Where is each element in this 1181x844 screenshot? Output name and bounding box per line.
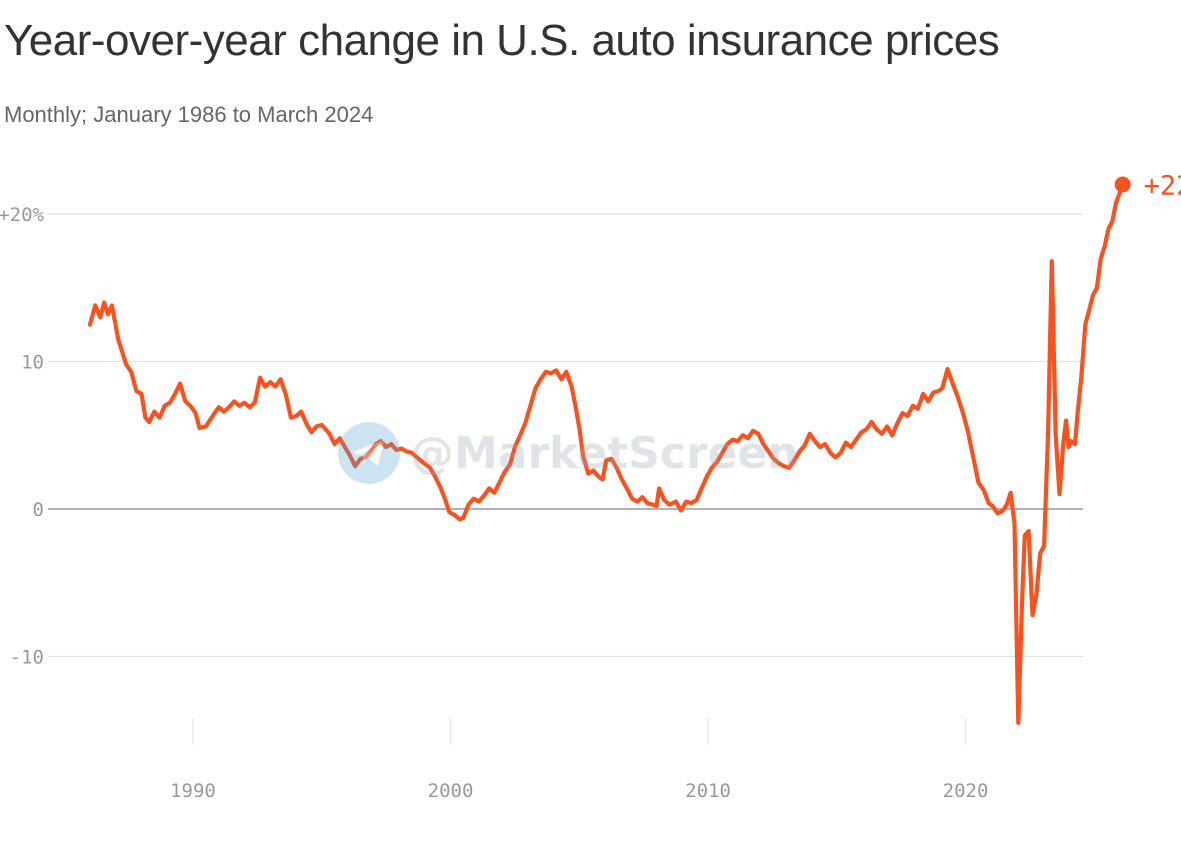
series-line-1 xyxy=(87,259,1078,725)
y-tick-label: -10 xyxy=(10,647,44,669)
x-tick-label: 2010 xyxy=(685,780,731,802)
end-value-label: +22% xyxy=(1144,171,1181,202)
x-tick-label: 1990 xyxy=(170,780,216,802)
x-axis-labels: 1990 2000 2010 2020 xyxy=(170,780,988,802)
series-line-layer xyxy=(87,182,1125,725)
x-tick-label: 2020 xyxy=(943,780,989,802)
watermark: @MarketScreen xyxy=(338,422,799,484)
x-tick-label: 2000 xyxy=(428,780,474,802)
y-tick-label: 0 xyxy=(33,499,44,521)
grid-layer xyxy=(48,213,1083,745)
watermark-text: @MarketScreen xyxy=(410,427,799,479)
chart-subtitle: Monthly; January 1986 to March 2024 xyxy=(4,102,374,127)
chart-title: Year-over-year change in U.S. auto insur… xyxy=(4,16,1000,65)
series-line-2 xyxy=(1072,182,1125,447)
telegram-icon xyxy=(338,422,400,484)
end-point-marker xyxy=(1114,176,1131,193)
y-tick-label: +20% xyxy=(0,204,45,226)
y-axis-labels: +20% 10 0 -10 xyxy=(0,204,45,669)
y-tick-label: 10 xyxy=(21,352,44,374)
